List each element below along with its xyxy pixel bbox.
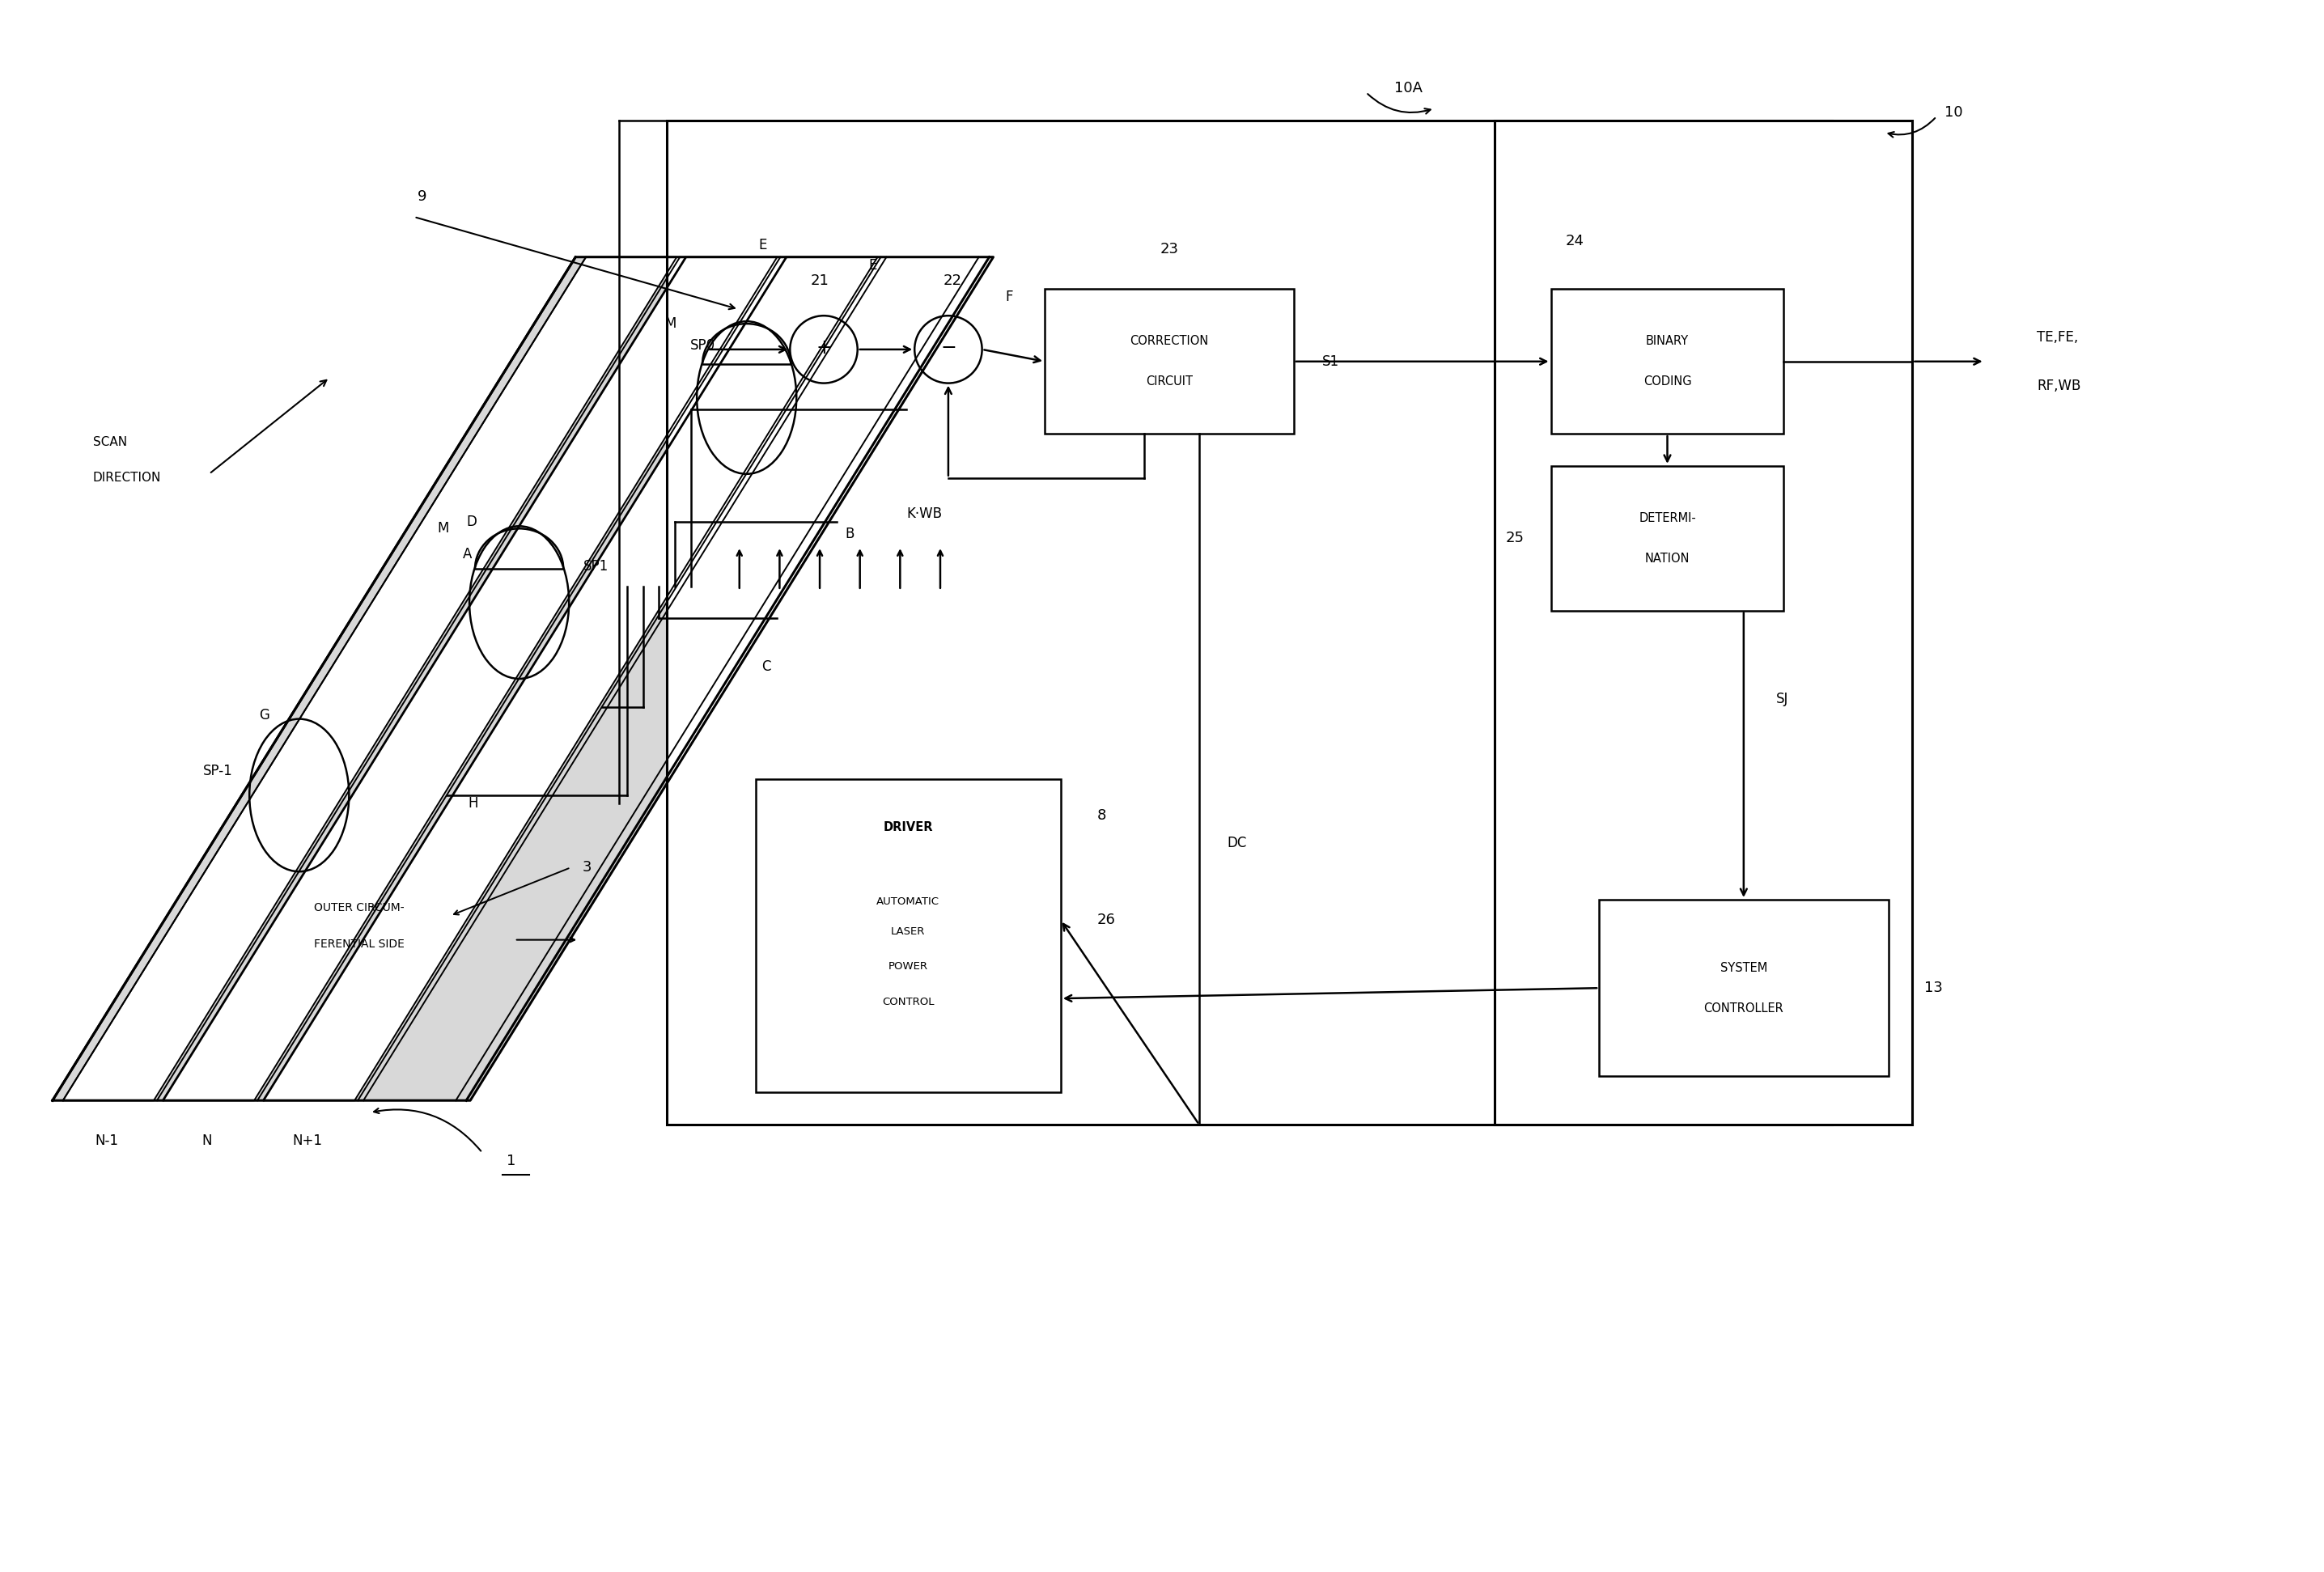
Text: 21: 21 [811,274,830,288]
Bar [667,121,1831,1124]
Text: 22: 22 [944,274,962,288]
Text: POWER: POWER [888,960,927,971]
Text: 8: 8 [1097,808,1106,822]
Text: CONTROLLER: CONTROLLER [1703,1001,1783,1014]
Text: C: C [762,659,772,674]
Text: CIRCUIT: CIRCUIT [1146,376,1192,388]
Bar [1494,121,1913,1124]
Text: 26: 26 [1097,912,1116,927]
Text: CODING: CODING [1643,376,1692,388]
Text: SYSTEM: SYSTEM [1720,962,1766,975]
Text: +: + [816,338,832,357]
Text: 23: 23 [1160,242,1178,256]
Text: G: G [258,707,270,722]
Text: N-1: N-1 [95,1133,119,1148]
Text: E: E [758,237,767,252]
Text: CORRECTION: CORRECTION [1129,335,1208,347]
Bar [1550,465,1785,610]
Text: SCAN: SCAN [93,435,128,448]
Text: BINARY: BINARY [1645,335,1690,347]
Polygon shape [265,258,878,1100]
Polygon shape [163,258,776,1100]
Text: SP1: SP1 [583,560,609,574]
Text: 10A: 10A [1394,82,1422,96]
Text: M: M [437,522,449,536]
Text: AUTOMATIC: AUTOMATIC [876,896,939,907]
Text: F: F [1006,289,1013,305]
Text: RF,WB: RF,WB [2036,379,2080,393]
Text: 3: 3 [581,860,590,874]
Text: SP0: SP0 [690,338,716,352]
Bar [1599,899,1889,1077]
Text: DC: DC [1227,836,1248,850]
Text: DRIVER: DRIVER [883,821,932,833]
Text: A: A [462,547,472,561]
Text: CONTROL: CONTROL [883,997,934,1008]
Text: H: H [467,795,479,811]
Text: M: M [665,316,676,332]
Text: 13: 13 [1924,981,1943,995]
Text: NATION: NATION [1645,552,1690,564]
Text: −: − [941,338,955,357]
Text: DIRECTION: DIRECTION [93,472,160,484]
Text: N+1: N+1 [293,1133,323,1148]
Text: 1: 1 [507,1154,516,1168]
Text: TE,FE,: TE,FE, [2036,330,2078,344]
Text: SP-1: SP-1 [202,764,232,778]
Text: 10: 10 [1945,105,1964,119]
Text: OUTER CIRCUM-: OUTER CIRCUM- [314,902,404,913]
Bar [1550,289,1785,434]
Polygon shape [63,258,676,1100]
Text: B: B [846,527,855,541]
Text: N: N [202,1133,211,1148]
Polygon shape [53,258,992,1100]
Text: S1: S1 [1322,354,1339,369]
Text: 24: 24 [1566,234,1585,248]
Text: 9: 9 [418,190,428,204]
Text: LASER: LASER [890,926,925,937]
Bar [706,121,1415,586]
Bar [1046,289,1294,434]
Text: K·WB: K·WB [906,506,941,522]
Text: SJ: SJ [1776,692,1787,706]
Bar [755,780,1060,1093]
Text: E: E [869,258,876,272]
Text: FERENTIAL SIDE: FERENTIAL SIDE [314,938,404,949]
Text: D: D [467,516,476,530]
Text: DETERMI-: DETERMI- [1638,512,1697,523]
Text: 25: 25 [1506,531,1525,545]
